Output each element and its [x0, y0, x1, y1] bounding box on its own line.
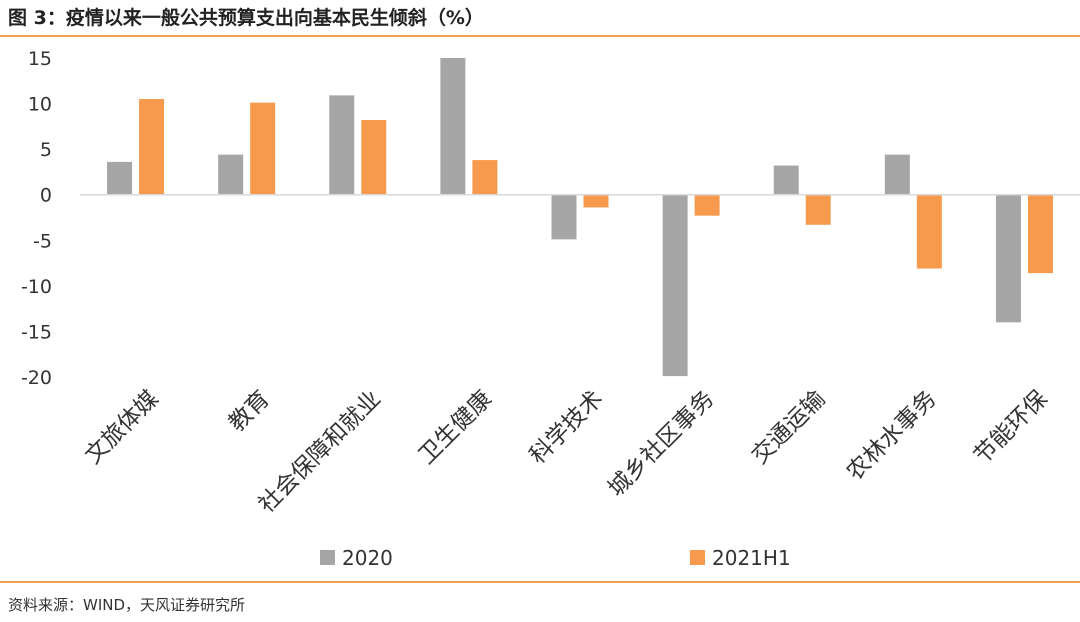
legend-label: 2020: [342, 546, 393, 570]
category-label: 科学技术: [525, 386, 608, 469]
category-label: 社会保障和就业: [254, 386, 386, 518]
top-rule: [0, 35, 1080, 37]
category-label: 文旅体媒: [80, 386, 163, 469]
bar-2020: [773, 165, 799, 195]
legend-swatch: [690, 550, 705, 565]
source-note: 资料来源：WIND，天风证券研究所: [8, 596, 246, 614]
legend-label: 2021H1: [712, 546, 791, 570]
category-label: 节能环保: [969, 386, 1052, 469]
bar-2021h1: [805, 194, 831, 225]
bar-2020: [551, 194, 577, 240]
bars: [107, 58, 1053, 377]
category-label: 城乡社区事务: [603, 386, 719, 502]
bar-2021h1: [916, 194, 942, 269]
bar-2021h1: [250, 102, 276, 195]
category-label: 卫生健康: [414, 386, 497, 469]
bar-2020: [884, 154, 910, 195]
y-tick-label: 10: [28, 94, 52, 116]
bar-2021h1: [583, 194, 609, 208]
bar-2020: [662, 194, 688, 377]
y-tick-label: 15: [28, 48, 52, 70]
y-tick-label: 5: [40, 139, 52, 161]
y-tick-label: -15: [21, 321, 52, 343]
bar-2021h1: [139, 99, 165, 195]
legend: 2020 2021H1: [320, 546, 791, 570]
bar-2021h1: [472, 160, 498, 195]
y-tick-label: -5: [33, 230, 52, 252]
bar-2021h1: [1027, 194, 1053, 274]
category-label: 交通运输: [747, 386, 830, 469]
category-label: 教育: [224, 386, 275, 437]
y-tick-label: -10: [21, 276, 52, 298]
y-tick-label: -20: [21, 367, 52, 389]
bar-2021h1: [694, 194, 720, 216]
figure-title: 图 3：疫情以来一般公共预算支出向基本民生倾斜（%）: [8, 7, 484, 29]
bar-2020: [329, 95, 355, 195]
legend-swatch: [320, 550, 335, 565]
bar-2020: [107, 161, 133, 195]
y-tick-label: 0: [40, 185, 52, 207]
bar-2021h1: [361, 119, 387, 195]
bar-2020: [218, 154, 244, 195]
y-axis-ticks: 15 10 5 0 -5 -10 -15 -20: [21, 48, 52, 389]
bar-2020: [440, 58, 466, 195]
bottom-rule: [0, 581, 1080, 583]
category-label: 农林水事务: [842, 386, 942, 486]
bar-2020: [995, 194, 1021, 323]
